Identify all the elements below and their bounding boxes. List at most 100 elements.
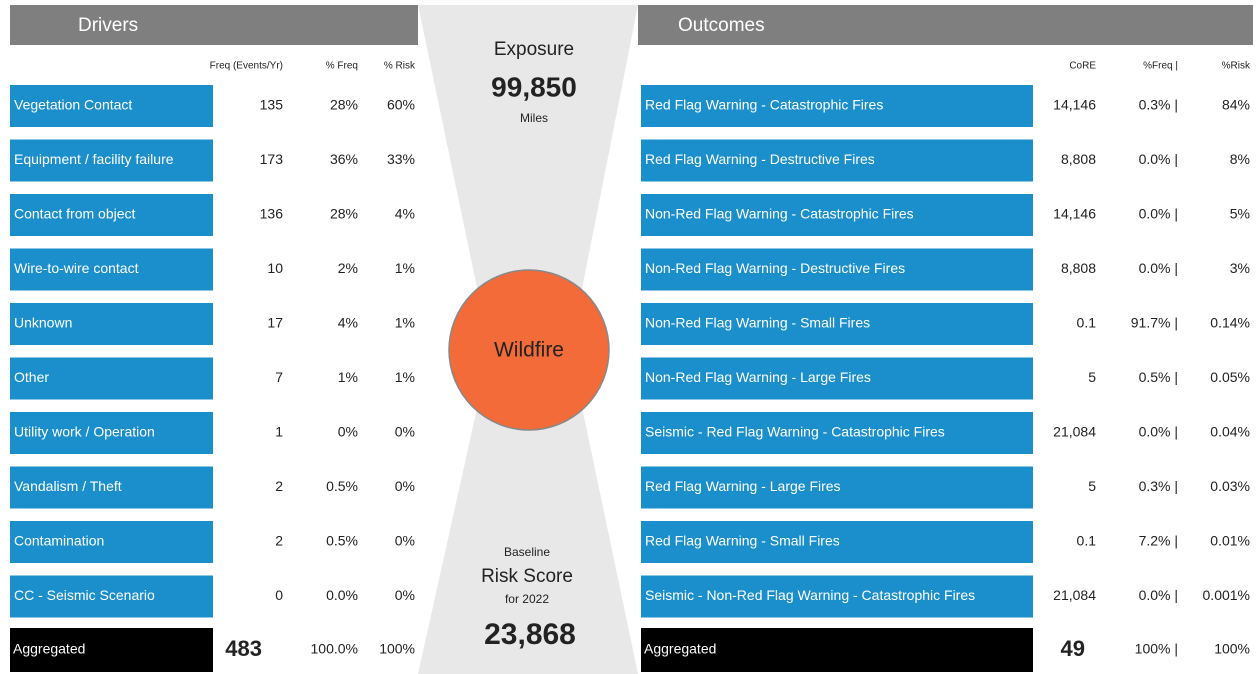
aggregated-value: 100% | [1135, 641, 1178, 657]
column-header: %Risk [1222, 61, 1251, 72]
row-value: 136 [260, 206, 284, 222]
aggregated-box [10, 628, 213, 672]
row-box [10, 303, 213, 345]
year: for 2022 [505, 592, 549, 606]
row-label: Seismic - Non-Red Flag Warning - Catastr… [645, 587, 975, 603]
row-value: 91.7% | [1131, 315, 1178, 331]
row-value: 8,808 [1061, 151, 1096, 167]
row-value: 0.01% [1210, 533, 1250, 549]
row-value: 8% [1230, 151, 1250, 167]
row-value: 5% [1230, 206, 1250, 222]
row-value: 0.14% [1210, 315, 1250, 331]
row-value: 21,084 [1053, 587, 1096, 603]
row-label: CC - Seismic Scenario [14, 587, 155, 603]
row-box [10, 194, 213, 236]
row-value: 0% [338, 424, 358, 440]
row-value: 0 [275, 587, 283, 603]
row-value: 10 [267, 260, 283, 276]
aggregated-box [641, 628, 1033, 672]
row-label: Wire-to-wire contact [14, 260, 139, 276]
row-value: 0.0% [326, 587, 358, 603]
row-value: 0.1 [1077, 315, 1097, 331]
row-box [641, 194, 1033, 236]
row-box [641, 303, 1033, 345]
row-box [10, 139, 213, 182]
row-value: 0% [395, 478, 415, 494]
row-value: 0% [395, 424, 415, 440]
row-value: 21,084 [1053, 424, 1096, 440]
aggregated-label: Aggregated [644, 641, 716, 657]
row-value: 0.03% [1210, 478, 1250, 494]
row-value: 3% [1230, 260, 1250, 276]
row-value: 0.5% | [1139, 369, 1178, 385]
row-value: 0.5% [326, 478, 358, 494]
row-label: Utility work / Operation [14, 424, 155, 440]
row-box [641, 521, 1033, 563]
aggregated-value: 49 [1061, 636, 1085, 661]
row-value: 0.05% [1210, 369, 1250, 385]
risk-score-label: Risk Score [481, 566, 573, 587]
row-value: 2 [275, 533, 283, 549]
row-box [10, 521, 213, 563]
row-value: 0.0% | [1139, 151, 1178, 167]
row-value: 0.001% [1203, 587, 1250, 603]
row-value: 1% [395, 369, 415, 385]
row-box [641, 139, 1033, 182]
row-value: 1% [395, 260, 415, 276]
row-value: 84% [1222, 97, 1250, 113]
risk-value: 23,868 [484, 618, 576, 651]
row-box [641, 466, 1033, 509]
row-value: 2 [275, 478, 283, 494]
baseline: Baseline [504, 545, 550, 559]
row-value: 0.3% | [1139, 478, 1178, 494]
row-label: Unknown [14, 315, 72, 331]
row-label: Non-Red Flag Warning - Destructive Fires [645, 260, 905, 276]
column-header: % Freq [326, 61, 358, 72]
outcomes-header [638, 5, 1253, 45]
row-value: 0.3% | [1139, 97, 1178, 113]
row-value: 5 [1088, 478, 1096, 494]
column-header: Freq (Events/Yr) [210, 61, 283, 72]
row-box [10, 85, 213, 127]
row-label: Contact from object [14, 206, 135, 222]
row-box [641, 85, 1033, 127]
row-value: 28% [330, 206, 358, 222]
row-box [641, 412, 1033, 454]
row-value: 33% [387, 151, 415, 167]
row-value: 0.1 [1077, 533, 1097, 549]
event-label: Wildfire [494, 339, 564, 362]
column-header: %Freq | [1143, 61, 1178, 72]
row-value: 8,808 [1061, 260, 1096, 276]
row-value: 173 [260, 151, 284, 167]
row-label: Non-Red Flag Warning - Large Fires [645, 369, 871, 385]
row-value: 36% [330, 151, 358, 167]
row-label: Equipment / facility failure [14, 151, 174, 167]
row-value: 0% [395, 533, 415, 549]
outcomes-title: Outcomes [678, 15, 765, 36]
row-value: 4% [395, 206, 415, 222]
aggregated-value: 483 [225, 636, 262, 661]
row-label: Red Flag Warning - Large Fires [645, 478, 841, 494]
aggregated-label: Aggregated [13, 641, 85, 657]
row-label: Vandalism / Theft [14, 478, 122, 494]
row-value: 1 [275, 424, 283, 440]
row-box [641, 357, 1033, 400]
event-circle [448, 269, 610, 431]
row-value: 0.0% | [1139, 424, 1178, 440]
aggregated-value: 100% [1214, 641, 1250, 657]
row-label: Red Flag Warning - Catastrophic Fires [645, 97, 883, 113]
row-value: 28% [330, 97, 358, 113]
column-header: CoRE [1069, 61, 1096, 72]
row-value: 1% [338, 369, 358, 385]
row-label: Non-Red Flag Warning - Small Fires [645, 315, 870, 331]
aggregated-value: 100% [379, 641, 415, 657]
row-label: Non-Red Flag Warning - Catastrophic Fire… [645, 206, 914, 222]
row-value: 14,146 [1053, 97, 1096, 113]
row-label: Other [14, 369, 49, 385]
row-value: 5 [1088, 369, 1096, 385]
aggregated-value: 100.0% [311, 641, 358, 657]
row-box [10, 575, 213, 618]
drivers-header [10, 5, 418, 45]
row-label: Red Flag Warning - Small Fires [645, 533, 840, 549]
